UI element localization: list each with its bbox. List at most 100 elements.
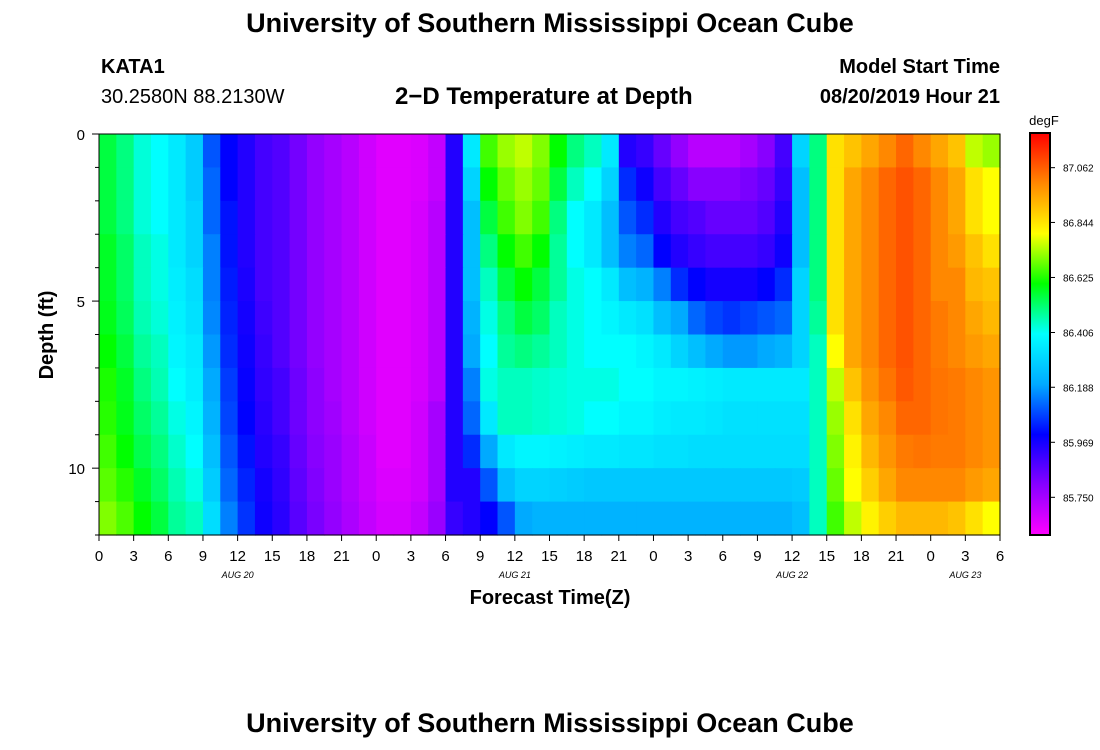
heatmap-cell xyxy=(133,334,152,369)
heatmap-cell xyxy=(549,234,568,269)
heatmap-cell xyxy=(185,234,204,269)
heatmap-cell xyxy=(688,301,707,336)
heatmap-cell xyxy=(774,367,793,402)
heatmap-cell xyxy=(549,401,568,436)
heatmap-cell xyxy=(566,301,585,336)
heatmap-cell xyxy=(705,334,724,369)
heatmap-cell xyxy=(306,301,325,336)
heatmap-cell xyxy=(618,401,637,436)
heatmap-cell xyxy=(532,401,551,436)
heatmap-cell xyxy=(428,468,447,503)
heatmap-cell xyxy=(532,134,551,169)
date-label: AUG 21 xyxy=(498,570,531,580)
heatmap-cell xyxy=(116,167,135,202)
heatmap-cell xyxy=(549,334,568,369)
heatmap-cell xyxy=(809,267,828,302)
heatmap-cell xyxy=(410,234,429,269)
heatmap-cell xyxy=(601,134,620,169)
heatmap-cell xyxy=(601,167,620,202)
x-tick-label: 0 xyxy=(927,548,935,565)
station-id: KATA1 xyxy=(101,56,165,78)
heatmap-cell xyxy=(965,267,984,302)
heatmap-cell xyxy=(202,167,221,202)
heatmap-cell xyxy=(445,468,464,503)
heatmap-cell xyxy=(670,301,689,336)
colorbar-tick-label: 87.062 xyxy=(1063,164,1094,175)
heatmap-cell xyxy=(826,267,845,302)
x-tick-label: 15 xyxy=(541,548,558,565)
heatmap-cell xyxy=(289,468,308,503)
x-tick-label: 18 xyxy=(853,548,870,565)
heatmap-cell xyxy=(462,167,481,202)
colorbar-gradient xyxy=(1029,132,1051,536)
heatmap-cell xyxy=(116,301,135,336)
x-tick-label: 3 xyxy=(129,548,137,565)
heatmap-cell xyxy=(566,234,585,269)
heatmap-cell xyxy=(445,367,464,402)
heatmap-cell xyxy=(133,367,152,402)
heatmap-cell xyxy=(705,434,724,469)
heatmap-cell xyxy=(861,401,880,436)
heatmap-cell xyxy=(844,401,862,436)
x-tick-label: 12 xyxy=(229,548,246,565)
heatmap-cell xyxy=(237,434,256,469)
heatmap-cell xyxy=(462,200,481,235)
heatmap-cell xyxy=(168,501,187,536)
heatmap-cell xyxy=(272,167,291,202)
heatmap-cell xyxy=(861,434,880,469)
heatmap-cell xyxy=(670,434,689,469)
heatmap-cell xyxy=(185,167,204,202)
x-tick-label: 3 xyxy=(684,548,692,565)
date-label: AUG 22 xyxy=(775,570,808,580)
heatmap-cell xyxy=(306,134,325,169)
heatmap-cell xyxy=(792,234,811,269)
heatmap-cell xyxy=(705,134,724,169)
heatmap-cell xyxy=(930,167,949,202)
heatmap-cell xyxy=(116,367,135,402)
heatmap-cell xyxy=(393,267,412,302)
colorbar-unit: degF xyxy=(1029,113,1059,128)
heatmap-cell xyxy=(861,234,880,269)
heatmap-cell xyxy=(792,434,811,469)
heatmap-cell xyxy=(792,367,811,402)
heatmap-cell xyxy=(826,468,845,503)
heatmap-cell xyxy=(324,367,343,402)
heatmap-cell xyxy=(844,134,862,169)
heatmap-cell xyxy=(913,401,932,436)
heatmap-cell xyxy=(618,434,637,469)
heatmap-cell xyxy=(497,401,516,436)
heatmap-cell xyxy=(306,468,325,503)
heatmap-cell xyxy=(202,200,221,235)
heatmap-cell xyxy=(410,334,429,369)
heatmap-cell xyxy=(272,367,291,402)
heatmap-cell xyxy=(653,167,672,202)
heatmap-cell xyxy=(376,267,395,302)
heatmap-cell xyxy=(809,134,828,169)
heatmap-cell xyxy=(376,167,395,202)
heatmap-cell xyxy=(99,167,117,202)
heatmap-cell xyxy=(272,200,291,235)
heatmap-cell xyxy=(254,367,273,402)
heatmap-cell xyxy=(150,367,169,402)
y-tick-label: 10 xyxy=(68,461,85,478)
heatmap-cell xyxy=(896,401,914,436)
heatmap-cell xyxy=(133,301,152,336)
heatmap-cell xyxy=(289,434,308,469)
heatmap-cell xyxy=(480,267,499,302)
heatmap-cell xyxy=(445,334,464,369)
heatmap-cell xyxy=(376,200,395,235)
heatmap-cell xyxy=(601,401,620,436)
heatmap-cell xyxy=(480,367,499,402)
heatmap-cell xyxy=(150,501,169,536)
x-tick-label: 18 xyxy=(576,548,593,565)
heatmap-cell xyxy=(237,501,256,536)
heatmap-cell xyxy=(497,200,516,235)
heatmap-cell xyxy=(896,200,914,235)
heatmap-cell xyxy=(185,367,204,402)
heatmap-cell xyxy=(324,501,343,536)
heatmap-cell xyxy=(220,267,239,302)
heatmap-cell xyxy=(601,501,620,536)
heatmap-cell xyxy=(584,301,603,336)
heatmap-cell xyxy=(220,468,239,503)
heatmap-cell xyxy=(497,334,516,369)
